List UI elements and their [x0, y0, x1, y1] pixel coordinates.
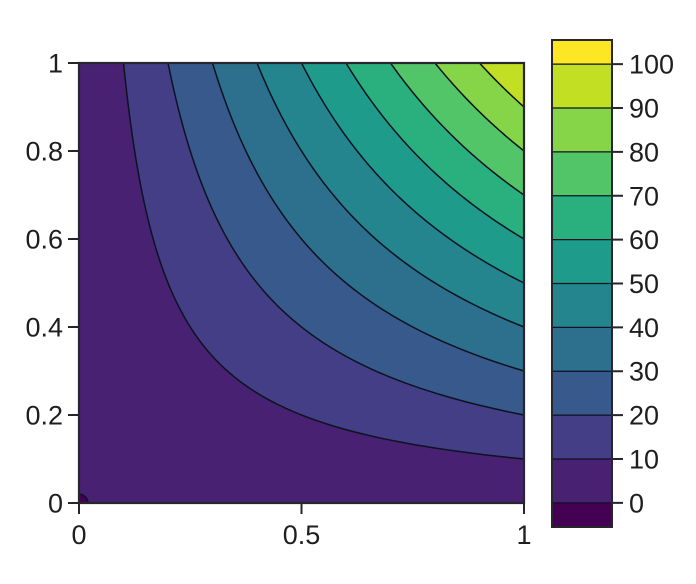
y-tick-label: 0	[48, 489, 63, 519]
contour-line	[478, 62, 525, 108]
x-tick-label: 0	[71, 520, 86, 550]
contour-line	[211, 62, 525, 372]
contour-line	[434, 62, 525, 152]
colorbar-segment	[552, 327, 612, 372]
contour-line	[389, 62, 525, 196]
colorbar-segment	[552, 502, 612, 527]
contour-line	[122, 62, 525, 460]
colorbar-tick-label: 30	[629, 357, 659, 387]
colorbar-tick-label: 90	[629, 94, 659, 124]
contour-band-origin-cap	[78, 493, 89, 504]
colorbar-segment	[552, 458, 612, 503]
colorbar-tick-label: 20	[629, 401, 659, 431]
colorbar-segment	[552, 108, 612, 152]
contour-line	[345, 62, 525, 240]
colorbar-tick-label: 10	[629, 444, 659, 474]
y-tick-label: 1	[48, 49, 63, 79]
x-tick-label: 0.5	[283, 520, 321, 550]
colorbar-tick-label: 60	[629, 225, 659, 255]
y-tick-label: 0.6	[25, 225, 63, 255]
colorbar-segment	[552, 40, 612, 65]
colorbar-segment	[552, 283, 612, 328]
colorbar-segment	[552, 64, 612, 109]
contour-line	[256, 62, 525, 328]
y-tick-label: 0.2	[25, 401, 63, 431]
contour-line	[167, 62, 525, 416]
colorbar-segment	[552, 151, 612, 196]
y-tick-label: 0.8	[25, 137, 63, 167]
x-tick-label: 1	[516, 520, 531, 550]
colorbar-segment	[552, 415, 612, 459]
y-tick-label: 0.4	[25, 313, 63, 343]
colorbar-tick-label: 100	[629, 50, 674, 80]
colorbar-segment	[552, 371, 612, 416]
colorbar-tick-label: 80	[629, 137, 659, 167]
colorbar-segment	[552, 195, 612, 240]
colorbar-tick-label: 0	[629, 488, 644, 518]
colorbar-tick-label: 50	[629, 269, 659, 299]
colorbar-tick-label: 40	[629, 313, 659, 343]
colorbar-tick-label: 70	[629, 181, 659, 211]
colorbar-segment	[552, 239, 612, 284]
contour-line	[300, 62, 525, 284]
